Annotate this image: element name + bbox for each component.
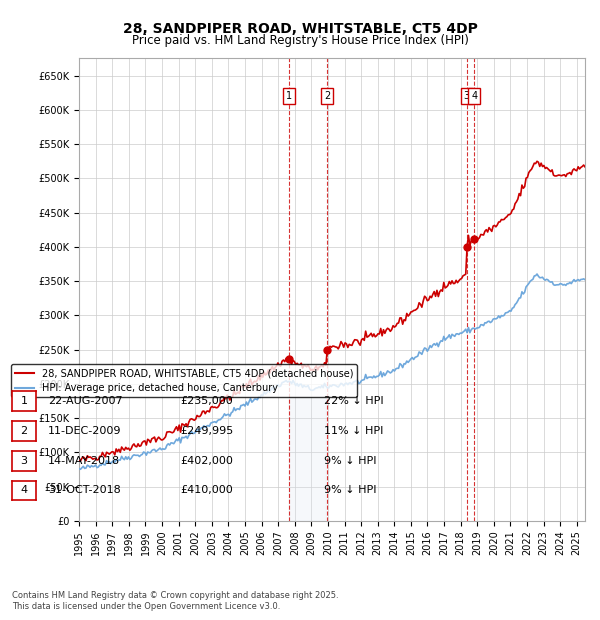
Text: 28, SANDPIPER ROAD, WHITSTABLE, CT5 4DP: 28, SANDPIPER ROAD, WHITSTABLE, CT5 4DP	[122, 22, 478, 36]
Text: Price paid vs. HM Land Registry's House Price Index (HPI): Price paid vs. HM Land Registry's House …	[131, 34, 469, 47]
Text: 2: 2	[20, 426, 28, 436]
Text: 9% ↓ HPI: 9% ↓ HPI	[324, 485, 377, 495]
Text: 11-DEC-2009: 11-DEC-2009	[48, 426, 121, 436]
Text: 1: 1	[286, 91, 292, 101]
Text: 2: 2	[324, 91, 330, 101]
Text: 9% ↓ HPI: 9% ↓ HPI	[324, 456, 377, 466]
Text: 3: 3	[464, 91, 470, 101]
Text: 1: 1	[20, 396, 28, 406]
Text: 4: 4	[472, 91, 478, 101]
Text: Contains HM Land Registry data © Crown copyright and database right 2025.
This d: Contains HM Land Registry data © Crown c…	[12, 591, 338, 611]
Legend: 28, SANDPIPER ROAD, WHITSTABLE, CT5 4DP (detached house), HPI: Average price, de: 28, SANDPIPER ROAD, WHITSTABLE, CT5 4DP …	[11, 365, 358, 397]
Text: £249,995: £249,995	[180, 426, 233, 436]
Text: £410,000: £410,000	[180, 485, 233, 495]
Text: 14-MAY-2018: 14-MAY-2018	[48, 456, 120, 466]
Text: 3: 3	[20, 456, 28, 466]
Text: 22% ↓ HPI: 22% ↓ HPI	[324, 396, 383, 406]
Text: 22-AUG-2007: 22-AUG-2007	[48, 396, 122, 406]
Text: £402,000: £402,000	[180, 456, 233, 466]
Text: 31-OCT-2018: 31-OCT-2018	[48, 485, 121, 495]
Text: 11% ↓ HPI: 11% ↓ HPI	[324, 426, 383, 436]
Text: £235,000: £235,000	[180, 396, 233, 406]
Text: 4: 4	[20, 485, 28, 495]
